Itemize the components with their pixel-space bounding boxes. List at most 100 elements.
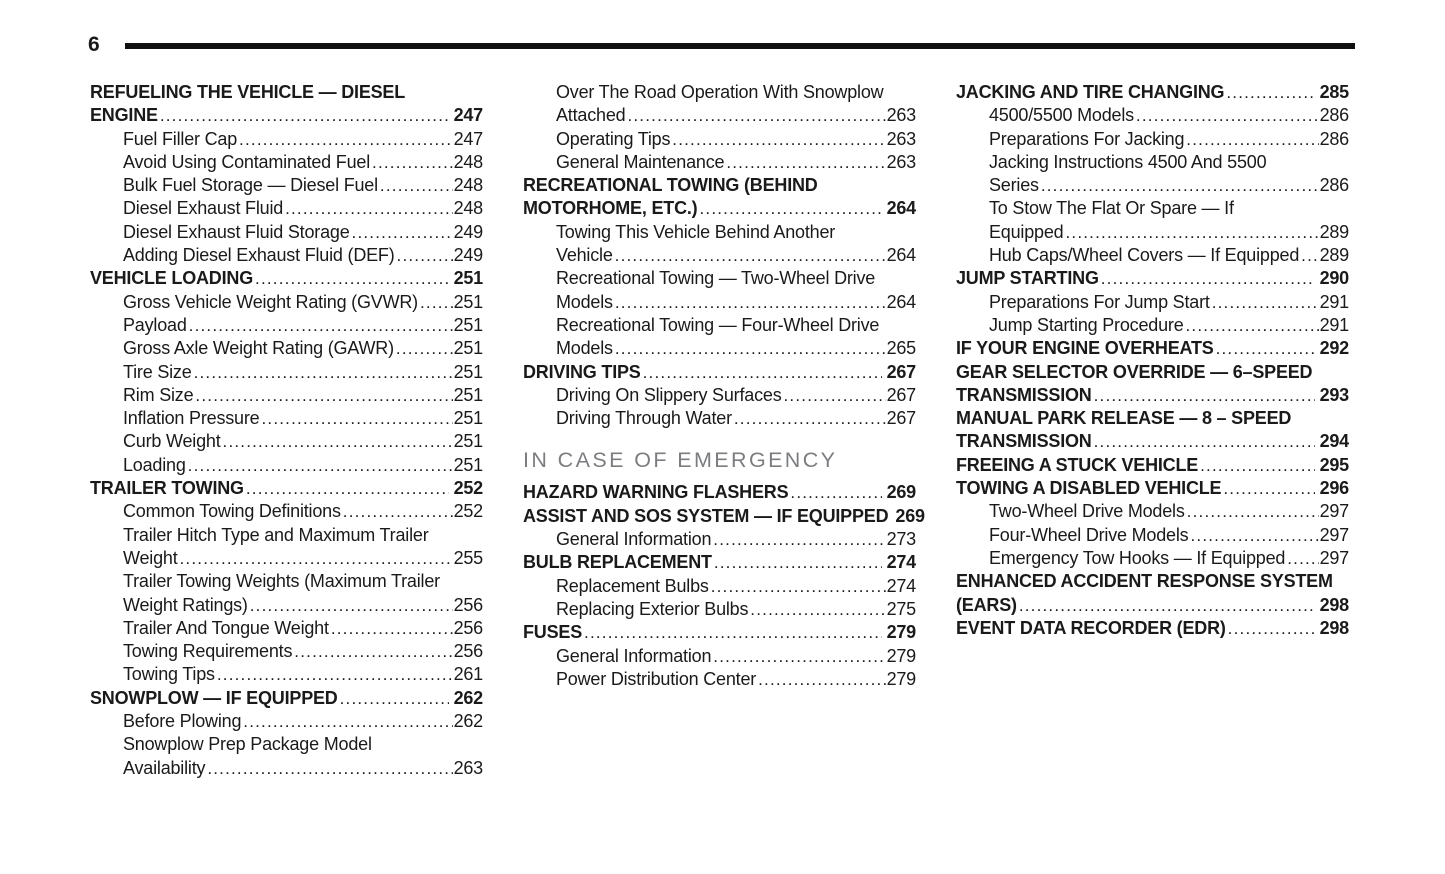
dot-leader: ........................................… — [627, 106, 885, 126]
page-ref: 264 — [886, 198, 917, 219]
dot-leader: ........................................… — [614, 292, 886, 312]
page-ref: 295 — [1319, 454, 1350, 475]
toc-entry: Avoid Using Contaminated Fuel...........… — [90, 151, 483, 174]
dot-leader: ........................................… — [195, 385, 452, 405]
entry-label: Operating Tips — [556, 128, 671, 149]
entry-label: Towing Tips — [123, 664, 215, 685]
page-ref: 256 — [453, 617, 484, 638]
page-ref: 255 — [453, 547, 484, 568]
dot-leader: ........................................… — [713, 646, 886, 666]
page-ref: 248 — [453, 198, 484, 219]
entry-label: Trailer Towing Weights (Maximum Trailer — [123, 571, 440, 592]
dot-leader: ........................................… — [733, 409, 886, 429]
page-ref: 274 — [886, 575, 917, 596]
dot-leader: ........................................… — [783, 385, 886, 405]
toc-entry: Towing This Vehicle Behind Another Vehicl… — [523, 221, 916, 268]
entry-label: Diesel Exhaust Fluid Storage — [123, 221, 350, 242]
page-ref: 292 — [1319, 338, 1350, 359]
page-ref: 251 — [453, 454, 484, 475]
dot-leader: ........................................… — [1227, 618, 1315, 638]
toc-entry: RECREATIONAL TOWING (BEHIND MOTORHOME, ET… — [523, 174, 916, 221]
entry-label: Over The Road Operation With Snowplow — [556, 82, 884, 102]
entry-label: Trailer And Tongue Weight — [123, 617, 329, 638]
page-ref: 285 — [1319, 82, 1350, 102]
entry-label: ASSIST AND SOS SYSTEM — IF EQUIPPED — [523, 505, 889, 526]
toc-entry: FREEING A STUCK VEHICLE.................… — [956, 454, 1349, 477]
dot-leader: ........................................… — [1018, 595, 1315, 615]
entry-label: Jump Starting Procedure — [989, 314, 1184, 335]
entry-label: Adding Diesel Exhaust Fluid (DEF) — [123, 245, 395, 266]
toc-entry: Four-Wheel Drive Models.................… — [956, 524, 1349, 547]
toc-entry: Recreational Towing — Two-Wheel Drive Mod… — [523, 267, 916, 314]
entry-label: Gross Vehicle Weight Rating (GVWR) — [123, 291, 418, 312]
dot-leader: ........................................… — [396, 246, 453, 266]
dot-leader: ........................................… — [672, 129, 886, 149]
toc-entry: Hub Caps/Wheel Covers — If Equipped.....… — [956, 244, 1349, 267]
entry-label: MANUAL PARK RELEASE — 8 – SPEED — [956, 408, 1292, 429]
entry-label: IF YOUR ENGINE OVERHEATS — [956, 338, 1214, 359]
entry-label: TOWING A DISABLED VEHICLE — [956, 478, 1222, 499]
page-header: 6 — [0, 0, 1445, 55]
dot-leader: ........................................… — [188, 315, 453, 335]
dot-leader: ........................................… — [239, 129, 453, 149]
page-ref: 251 — [453, 314, 484, 335]
dot-leader: ........................................… — [216, 665, 453, 685]
page-ref: 289 — [1319, 221, 1350, 242]
page-ref: 263 — [453, 757, 484, 778]
page-ref: 248 — [453, 175, 484, 196]
entry-label: To Stow The Flat Or Spare — If — [989, 198, 1234, 219]
dot-leader: ........................................… — [243, 712, 452, 732]
toc-entry: Fuel Filler Cap.........................… — [90, 128, 483, 151]
toc-entry: Rim Size................................… — [90, 384, 483, 407]
dot-leader: ........................................… — [699, 199, 881, 219]
toc-entry: IF YOUR ENGINE OVERHEATS................… — [956, 337, 1349, 360]
toc-section-header: IN CASE OF EMERGENCY — [523, 447, 916, 474]
entry-label: Series — [989, 175, 1039, 196]
dot-leader: ........................................… — [1301, 246, 1319, 266]
entry-label: Before Plowing — [123, 711, 242, 732]
entry-label: FUSES — [523, 622, 583, 643]
page-ref: 249 — [453, 245, 484, 266]
toc-entry: General Information.....................… — [523, 528, 916, 551]
dot-leader: ........................................… — [419, 292, 453, 312]
toc-entry: Diesel Exhaust Fluid Storage............… — [90, 221, 483, 244]
toc-entry: REFUELING THE VEHICLE — DIESEL ENGINE....… — [90, 81, 483, 128]
page-ref: 265 — [886, 338, 917, 359]
dot-leader: ........................................… — [713, 530, 886, 550]
page-ref: 267 — [886, 361, 917, 382]
entry-label: Models — [556, 338, 613, 359]
dot-leader: ........................................… — [758, 669, 885, 689]
page-ref: 263 — [886, 105, 917, 126]
toc-entry: Towing Tips.............................… — [90, 663, 483, 686]
toc-entry: Trailer And Tongue Weight...............… — [90, 617, 483, 640]
entry-label: Towing This Vehicle Behind Another — [556, 221, 836, 242]
toc-entry: Jacking Instructions 4500 And 5500 Series… — [956, 151, 1349, 198]
dot-leader: ........................................… — [1186, 129, 1318, 149]
toc-column-1: REFUELING THE VEHICLE — DIESEL ENGINE....… — [90, 81, 483, 780]
toc-entry: HAZARD WARNING FLASHERS.................… — [523, 481, 916, 504]
page-ref: 267 — [886, 408, 917, 429]
toc-entry: Inflation Pressure......................… — [90, 407, 483, 430]
toc-entry: Preparations For Jump Start.............… — [956, 291, 1349, 314]
header-rule — [124, 42, 1355, 49]
entry-label: Driving Through Water — [556, 408, 732, 429]
dot-leader: ........................................… — [249, 595, 453, 615]
toc-entry: Trailer Hitch Type and Maximum Trailer We… — [90, 524, 483, 571]
entry-label: Power Distribution Center — [556, 668, 757, 689]
dot-leader: ........................................… — [1100, 269, 1315, 289]
entry-label: GEAR SELECTOR OVERRIDE — 6–SPEED — [956, 361, 1313, 382]
page-ref: 279 — [886, 622, 917, 643]
toc-entry: Over The Road Operation With Snowplow Att… — [523, 81, 916, 128]
toc-entry: DRIVING TIPS............................… — [523, 361, 916, 384]
toc-entry: Trailer Towing Weights (Maximum Trailer W… — [90, 570, 483, 617]
page-ref: 251 — [453, 408, 484, 429]
entry-label: Jacking Instructions 4500 And 5500 — [989, 151, 1267, 172]
entry-label: Bulk Fuel Storage — Diesel Fuel — [123, 175, 378, 196]
dot-leader: ........................................… — [750, 599, 885, 619]
toc-entry: ENHANCED ACCIDENT RESPONSE SYSTEM (EARS).… — [956, 570, 1349, 617]
dot-leader: ........................................… — [351, 222, 453, 242]
dot-leader: ........................................… — [187, 455, 453, 475]
page-ref: 256 — [453, 641, 484, 662]
entry-label: BULB REPLACEMENT — [523, 552, 712, 573]
toc-entry: Adding Diesel Exhaust Fluid (DEF).......… — [90, 244, 483, 267]
